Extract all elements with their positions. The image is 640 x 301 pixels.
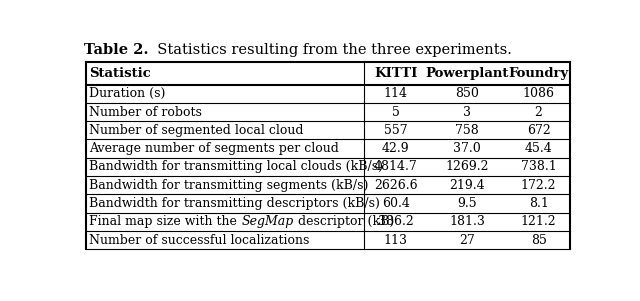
Text: KITTI: KITTI — [374, 67, 417, 80]
Text: 113: 113 — [384, 234, 408, 247]
Text: 37.0: 37.0 — [453, 142, 481, 155]
Text: Number of successful localizations: Number of successful localizations — [90, 234, 310, 247]
Text: 4814.7: 4814.7 — [374, 160, 418, 173]
Text: 386.2: 386.2 — [378, 216, 413, 228]
Text: 3: 3 — [463, 106, 471, 119]
Text: Average number of segments per cloud: Average number of segments per cloud — [90, 142, 339, 155]
Text: 672: 672 — [527, 124, 550, 137]
Text: Powerplant: Powerplant — [426, 67, 509, 80]
Text: Table 2.: Table 2. — [84, 43, 148, 57]
Text: 172.2: 172.2 — [521, 179, 556, 192]
Text: Final map size with the: Final map size with the — [90, 216, 241, 228]
Text: 557: 557 — [384, 124, 408, 137]
Text: 2: 2 — [534, 106, 543, 119]
Text: 1086: 1086 — [523, 87, 555, 100]
Text: 60.4: 60.4 — [382, 197, 410, 210]
Text: 738.1: 738.1 — [521, 160, 556, 173]
Text: 85: 85 — [531, 234, 547, 247]
Text: 1269.2: 1269.2 — [445, 160, 489, 173]
Text: 5: 5 — [392, 106, 400, 119]
Text: Bandwidth for transmitting descriptors (kB/s): Bandwidth for transmitting descriptors (… — [90, 197, 380, 210]
Text: 45.4: 45.4 — [525, 142, 552, 155]
Text: Bandwidth for transmitting local clouds (kB/s): Bandwidth for transmitting local clouds … — [90, 160, 383, 173]
Text: 27: 27 — [460, 234, 475, 247]
Text: 758: 758 — [455, 124, 479, 137]
Text: 121.2: 121.2 — [521, 216, 556, 228]
Text: Number of segmented local cloud: Number of segmented local cloud — [90, 124, 304, 137]
Text: SegMap: SegMap — [241, 216, 294, 228]
Text: 181.3: 181.3 — [449, 216, 485, 228]
Text: 219.4: 219.4 — [449, 179, 485, 192]
Text: 42.9: 42.9 — [382, 142, 410, 155]
Text: Statistics resulting from the three experiments.: Statistics resulting from the three expe… — [148, 43, 513, 57]
Text: 8.1: 8.1 — [529, 197, 548, 210]
Text: 114: 114 — [384, 87, 408, 100]
Text: 850: 850 — [455, 87, 479, 100]
Text: Bandwidth for transmitting segments (kB/s): Bandwidth for transmitting segments (kB/… — [90, 179, 369, 192]
Text: 2626.6: 2626.6 — [374, 179, 417, 192]
Text: Duration (s): Duration (s) — [90, 87, 166, 100]
Text: 9.5: 9.5 — [458, 197, 477, 210]
Text: descriptor (kB): descriptor (kB) — [294, 216, 394, 228]
Text: Statistic: Statistic — [90, 67, 151, 80]
Text: Foundry: Foundry — [508, 67, 569, 80]
Text: Number of robots: Number of robots — [90, 106, 202, 119]
